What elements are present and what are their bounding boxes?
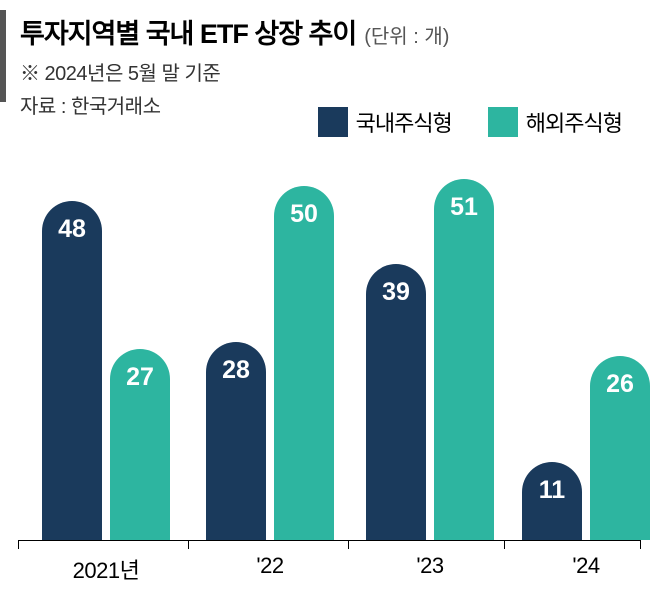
bar-group: 48 27 <box>42 201 170 540</box>
x-axis-tick <box>348 540 349 549</box>
bar-overseas: 50 <box>274 186 334 540</box>
bar-overseas: 27 <box>110 349 170 540</box>
x-axis-label: '22 <box>256 553 283 579</box>
bar-value-domestic: 28 <box>222 356 250 385</box>
x-axis-label: '24 <box>572 553 599 579</box>
chart-note: ※ 2024년은 5월 말 기준 <box>20 57 640 86</box>
legend-item-overseas: 해외주식형 <box>488 106 622 138</box>
decorative-side-bar <box>0 10 6 102</box>
chart-header: 투자지역별 국내 ETF 상장 추이 (단위 : 개) ※ 2024년은 5월 … <box>0 0 658 119</box>
chart-plot: 48 27 28 50 39 51 11 26 <box>18 152 640 541</box>
x-axis: 2021년 '22 '23 '24 <box>18 541 640 591</box>
x-axis-tick <box>640 540 641 549</box>
bar-group: 11 26 <box>522 356 650 540</box>
legend-swatch-overseas <box>488 107 518 137</box>
x-axis-tick <box>18 540 19 549</box>
bar-domestic: 28 <box>206 342 266 540</box>
bar-overseas: 51 <box>434 179 494 540</box>
legend-item-domestic: 국내주식형 <box>318 106 452 138</box>
bar-value-overseas: 50 <box>290 200 318 229</box>
bar-value-overseas: 26 <box>606 370 634 399</box>
x-axis-label: '23 <box>416 553 443 579</box>
bar-overseas: 26 <box>590 356 650 540</box>
chart-unit: (단위 : 개) <box>364 20 449 49</box>
bar-value-domestic: 39 <box>382 278 410 307</box>
x-axis-tick <box>504 540 505 549</box>
bar-group: 28 50 <box>206 186 334 540</box>
title-line: 투자지역별 국내 ETF 상장 추이 (단위 : 개) <box>20 12 640 51</box>
bar-group: 39 51 <box>366 179 494 540</box>
bar-value-overseas: 51 <box>450 193 478 222</box>
bar-domestic: 11 <box>522 462 582 540</box>
chart-title: 투자지역별 국내 ETF 상장 추이 <box>20 12 356 51</box>
legend-swatch-domestic <box>318 107 348 137</box>
bar-domestic: 39 <box>366 264 426 540</box>
bar-value-domestic: 48 <box>58 215 86 244</box>
legend-label-overseas: 해외주식형 <box>526 106 622 138</box>
bar-value-overseas: 27 <box>126 363 154 392</box>
x-axis-tick <box>188 540 189 549</box>
bar-value-domestic: 11 <box>539 476 565 505</box>
chart-plot-area: 48 27 28 50 39 51 11 26 <box>18 152 640 541</box>
bar-domestic: 48 <box>42 201 102 540</box>
x-axis-label: 2021년 <box>73 553 140 585</box>
legend-label-domestic: 국내주식형 <box>356 106 452 138</box>
legend: 국내주식형 해외주식형 <box>318 106 622 138</box>
